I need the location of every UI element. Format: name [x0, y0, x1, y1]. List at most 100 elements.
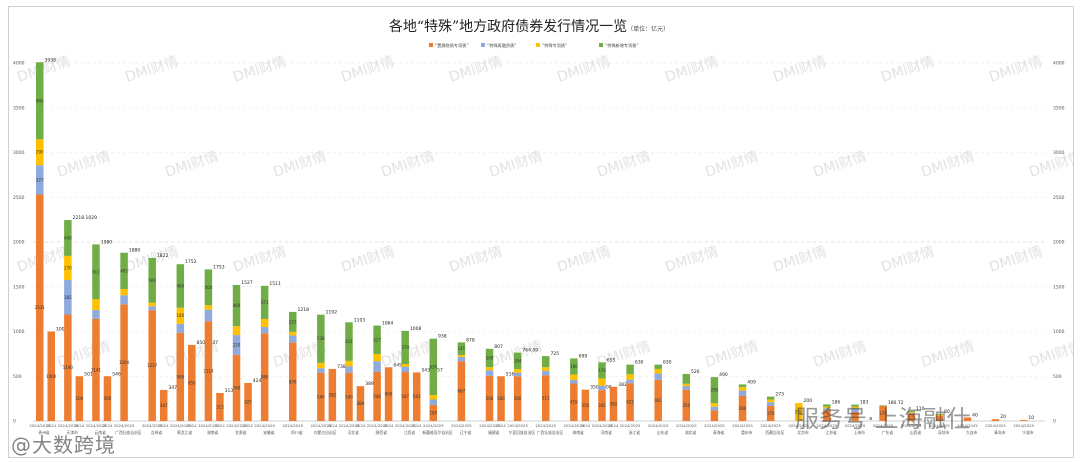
segment-label: 500: [104, 396, 112, 401]
x-year-label: 2024/2025: [592, 423, 613, 428]
segment-label: 461: [654, 398, 662, 403]
bar-segment: [384, 367, 393, 421]
watermark-text: DMI财情: [339, 244, 396, 276]
x-year-label: 2024/2025: [564, 423, 585, 428]
segment-label: 1237: [147, 363, 158, 368]
segment-label: 543: [413, 394, 421, 399]
y-tick-label: 1000: [13, 329, 25, 335]
x-category-label: 河南省: [601, 430, 613, 435]
bar-segment: [1019, 420, 1028, 421]
x-category-label: 西藏自治区: [765, 430, 784, 435]
x-category-label: 甘肃省: [235, 430, 247, 435]
x-year-label: 2024/2025: [395, 423, 416, 428]
bar-segment: [401, 363, 409, 367]
bar-segment: [710, 377, 719, 404]
y-tick-label: 3000: [1053, 150, 1065, 156]
x-year-label: 2024/2025: [170, 423, 191, 428]
segment-label: 876: [289, 379, 297, 384]
bar-segment: [75, 376, 84, 421]
segment-label: 223: [289, 319, 297, 324]
bar-segment: [373, 361, 381, 372]
x-year-label: 2024/2025: [142, 423, 163, 428]
x-category-label: 青海省: [713, 430, 725, 435]
watermark-text: DMI财情: [879, 244, 936, 276]
x-year-label: 2024: [412, 423, 422, 428]
x-category-label: 福建省: [488, 430, 500, 435]
bar-segment: [412, 372, 421, 421]
segment-label: 347: [160, 403, 168, 408]
watermark-text: DMI财情: [271, 149, 328, 181]
total-label: 699: [579, 353, 588, 359]
x-category-label: 宁夏回族自治区: [509, 430, 536, 435]
bar-segment: [851, 412, 859, 421]
bar-segment: [204, 269, 213, 306]
bar-segment: [766, 405, 775, 421]
y-tick-label: 1500: [13, 284, 25, 290]
segment-label: 400: [205, 285, 213, 290]
bar-segment: [457, 342, 466, 356]
watermark-text: DMI财情: [703, 339, 760, 371]
x-category-label: 重庆市: [741, 430, 753, 435]
bar-segment: [401, 372, 409, 421]
bar-segment: [513, 369, 522, 373]
bar-segment: [289, 311, 297, 332]
bar-segment: [36, 194, 44, 421]
segment-label: 667: [458, 389, 466, 394]
x-category-label: 湖北省: [685, 430, 697, 435]
segment-label: 327: [36, 177, 44, 182]
total-label: 1752: [185, 259, 197, 265]
bar-segment: [879, 405, 887, 421]
bar-segment: [581, 389, 590, 421]
watermark-text: DMI财情: [1027, 339, 1073, 371]
segment-label: 405: [120, 268, 128, 273]
chart-svg: 各地“特殊”地方政府债券发行情况一览（单位：亿元） “置换隐债专项债” “特殊再融资…: [13, 19, 1073, 435]
total-label: 313.38: [225, 388, 241, 394]
bar-segment: [626, 364, 634, 375]
x-year-label: 2024: [215, 423, 225, 428]
total-label: 347.75: [168, 385, 184, 391]
x-year-label: 2024/2025: [620, 423, 641, 428]
segment-label: 980: [261, 375, 269, 380]
bar-segment: [738, 395, 747, 421]
x-year-label: 2024/2025: [845, 423, 866, 428]
bar-segment: [513, 352, 522, 370]
total-label: 645: [393, 362, 402, 368]
segment-label: 540: [345, 394, 353, 399]
x-year-label: 2024: [328, 423, 338, 428]
watermark-text: DMI财情: [1027, 149, 1073, 181]
segment-label: 220: [233, 342, 241, 347]
bar-segment: [710, 410, 719, 421]
segment-label: 370: [401, 345, 409, 350]
x-category-label: 深圳市: [938, 430, 950, 435]
segment-label: 1141: [91, 367, 102, 372]
total-label: 1527: [241, 280, 253, 286]
total-label: 10: [1028, 415, 1034, 421]
bar-segment: [188, 344, 196, 421]
watermark-text: DMI财情: [163, 149, 220, 181]
segment-label: 547: [401, 394, 409, 399]
bar-segment: [542, 370, 550, 376]
bar-segment: [317, 368, 325, 373]
total-label: 110: [916, 406, 925, 412]
watermark-text: DMI财情: [379, 149, 436, 181]
x-year-label: 2024/2025: [451, 423, 472, 428]
bar-segment: [289, 335, 297, 343]
segment-label: 184: [514, 358, 522, 363]
total-label: 1064: [382, 321, 394, 327]
total-label: 490: [719, 372, 728, 378]
segment-label: 425: [244, 399, 252, 404]
watermark-text: DMI财情: [919, 149, 976, 181]
x-year-label: 2024/2025: [1013, 423, 1034, 428]
watermark-text: DMI财情: [555, 244, 612, 276]
bar-segment: [823, 408, 831, 411]
x-year-label: 2024: [581, 423, 591, 428]
x-category-label: 四川省: [291, 430, 303, 435]
bar-segment: [64, 280, 72, 315]
segment-label: 500: [148, 278, 156, 283]
bar-segment: [373, 371, 381, 421]
watermark-text: DMI财情: [339, 54, 396, 86]
watermark-text: DMI财情: [703, 149, 760, 181]
bar-segment: [317, 372, 325, 421]
total-label: 1822: [157, 253, 169, 259]
x-category-label: 贵州省: [38, 430, 50, 435]
